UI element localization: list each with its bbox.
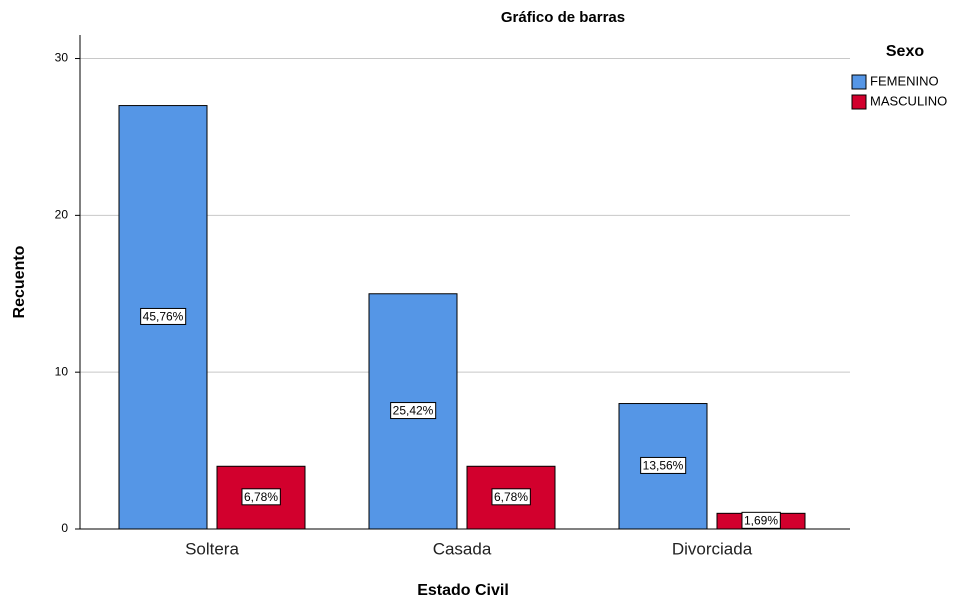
data-label: 6,78% xyxy=(244,490,278,504)
legend-swatch xyxy=(851,74,867,90)
data-label-box xyxy=(741,511,781,529)
x-tick-label: Divorciada xyxy=(672,539,753,558)
y-tick-label: 0 xyxy=(61,521,68,535)
data-label: 13,56% xyxy=(643,458,684,472)
y-tick-label: 20 xyxy=(55,208,69,222)
chart-title: Gráfico de barras xyxy=(501,9,625,26)
y-tick-label: 10 xyxy=(55,364,69,378)
data-label: 1,69% xyxy=(744,513,778,527)
legend-title: Sexo xyxy=(886,43,924,60)
legend-swatch xyxy=(851,94,867,110)
data-label: 45,76% xyxy=(143,309,184,323)
legend-label: MASCULINO xyxy=(870,93,947,108)
data-label-box xyxy=(640,456,687,474)
y-tick-label: 30 xyxy=(55,51,69,65)
y-axis-title: Recuento xyxy=(11,245,28,318)
data-label-box xyxy=(140,307,187,325)
data-label: 25,42% xyxy=(393,404,434,418)
legend-label: FEMENINO xyxy=(870,73,939,88)
x-tick-label: Casada xyxy=(433,539,492,558)
x-axis-title: Estado Civil xyxy=(417,582,509,599)
x-tick-label: Soltera xyxy=(185,539,239,558)
data-label-box xyxy=(491,488,531,506)
data-label-box xyxy=(390,402,437,420)
data-label: 6,78% xyxy=(494,490,528,504)
data-label-box xyxy=(241,488,281,506)
